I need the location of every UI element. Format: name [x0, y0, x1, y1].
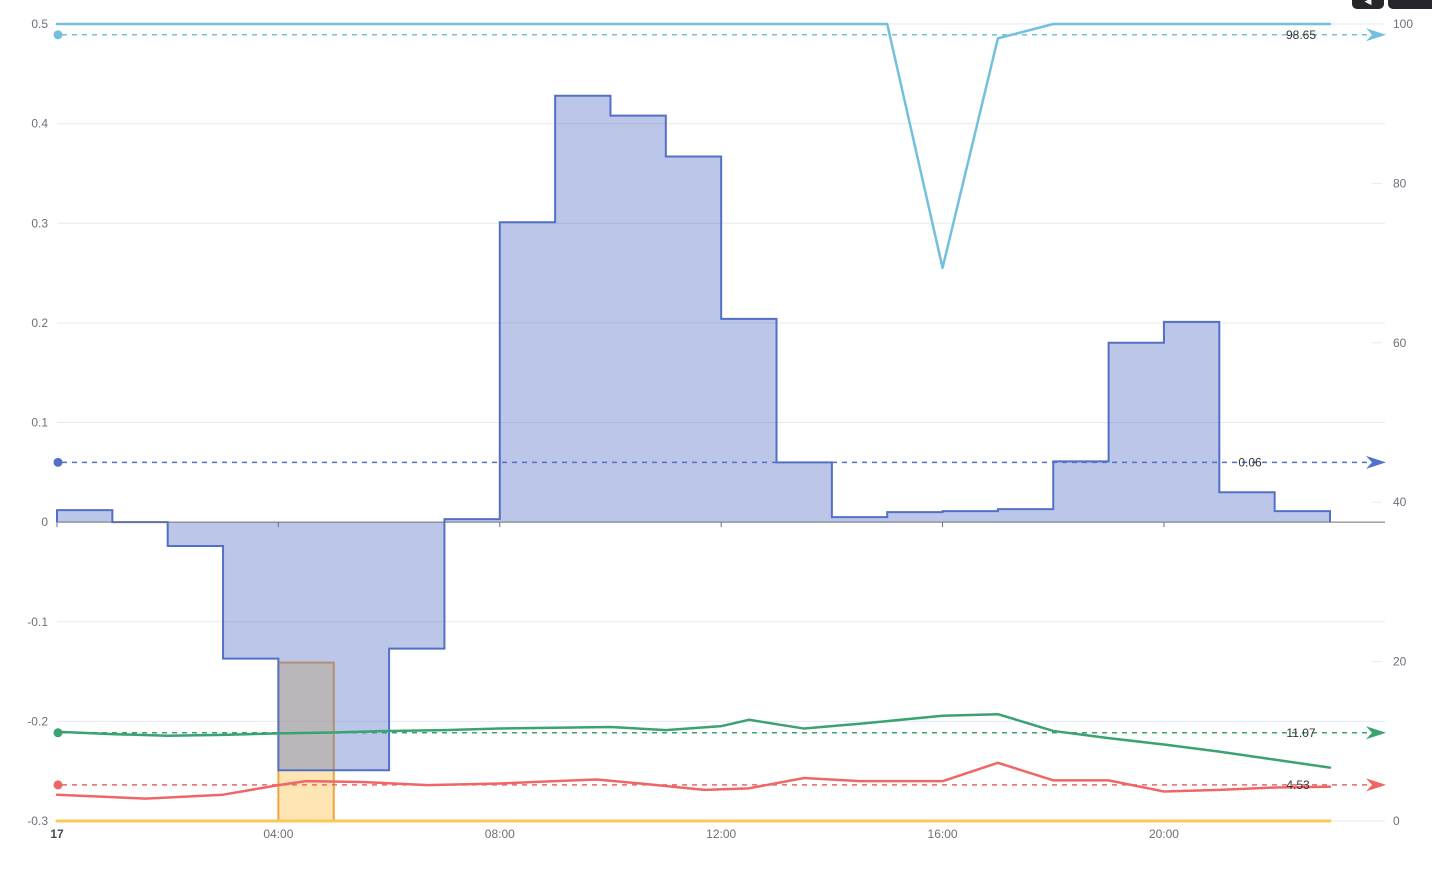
- toolbar-button-menu[interactable]: [1388, 0, 1432, 9]
- ref-line-label: 4.53: [1286, 778, 1310, 792]
- x-axis-label: 08:00: [485, 827, 515, 841]
- left-axis-label: 0.1: [31, 416, 48, 430]
- x-axis-label: 20:00: [1149, 827, 1179, 841]
- right-axis-label: 80: [1393, 176, 1407, 190]
- right-axis-label: 100: [1393, 17, 1413, 31]
- ref-line-start-dot: [53, 30, 63, 40]
- ref-line-label: 98.65: [1286, 28, 1316, 42]
- green-line-series: [55, 712, 1332, 769]
- ref-line-arrow-icon: [1366, 778, 1386, 792]
- ref-line-arrow-icon: [1366, 726, 1386, 740]
- left-axis-label: 0.3: [31, 216, 48, 230]
- ref-line-arrow-icon: [1366, 455, 1386, 469]
- step-area-outline: [56, 94, 1331, 772]
- x-axis-label: 04:00: [263, 827, 293, 841]
- left-axis-label: -0.2: [27, 714, 48, 728]
- ref-line-start-dot: [53, 457, 63, 467]
- left-axis-label: 0: [41, 515, 48, 529]
- left-arrow-icon: ◀: [1364, 0, 1372, 6]
- left-axis-label: 0.5: [31, 17, 48, 31]
- x-axis-label: 16:00: [928, 827, 958, 841]
- x-axis-label: 17: [50, 827, 64, 841]
- right-axis-label: 0: [1393, 814, 1400, 828]
- left-axis-label: 0.4: [31, 117, 48, 131]
- x-axis-label: 12:00: [706, 827, 736, 841]
- ref-line-label: 0.06: [1238, 455, 1262, 469]
- cyan-line-series: [55, 22, 1332, 270]
- red-line-series: [55, 761, 1332, 800]
- step-area-fill: [57, 95, 1330, 771]
- ref-line-label: 11.07: [1286, 726, 1315, 740]
- left-axis-label: 0.2: [31, 316, 48, 330]
- right-axis-label: 60: [1393, 336, 1407, 350]
- toolbar-button-back[interactable]: ◀: [1352, 0, 1384, 9]
- ref-line-start-dot: [53, 728, 63, 738]
- right-axis-label: 20: [1393, 655, 1407, 669]
- left-axis-label: -0.3: [27, 814, 48, 828]
- right-axis-label: 40: [1393, 495, 1407, 509]
- left-axis-label: -0.1: [27, 615, 48, 629]
- ref-line-start-dot: [53, 780, 63, 790]
- ref-line-arrow-icon: [1366, 28, 1386, 42]
